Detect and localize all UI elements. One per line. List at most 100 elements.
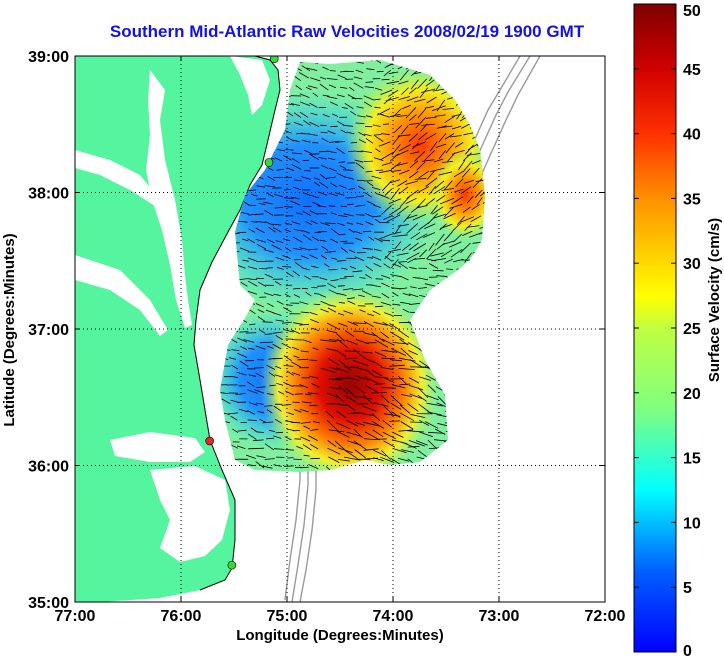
velocity-vector (319, 83, 329, 91)
velocity-vector (301, 401, 312, 404)
velocity-vector (328, 378, 343, 381)
velocity-vector (392, 448, 407, 454)
velocity-vector (382, 376, 395, 383)
velocity-vector (329, 182, 338, 188)
velocity-vector (286, 136, 295, 142)
velocity-vector (313, 177, 321, 181)
chesapeake-bay (146, 70, 192, 328)
velocity-vector (393, 263, 402, 268)
velocity-vector (327, 447, 341, 455)
velocity-vector (451, 125, 462, 130)
velocity-vector (352, 288, 364, 291)
colorbar-tick-label: 10 (683, 515, 701, 532)
velocity-vector (308, 248, 318, 251)
velocity-vector (355, 69, 364, 73)
velocity-vector (400, 347, 414, 360)
velocity-vector (267, 175, 276, 182)
velocity-vector (250, 427, 257, 432)
velocity-vector (340, 247, 349, 254)
velocity-vector (414, 151, 426, 162)
velocity-vector (264, 458, 275, 460)
velocity-vector (263, 249, 274, 253)
velocity-vector (248, 266, 258, 270)
velocity-vector (365, 265, 374, 272)
velocity-vector (336, 147, 345, 155)
velocity-vector (256, 431, 265, 433)
velocity-vector (371, 215, 382, 218)
velocity-vector (356, 106, 364, 109)
velocity-vector (254, 367, 264, 369)
velocity-vector (341, 267, 348, 270)
velocity-vector (326, 348, 338, 352)
velocity-vector (381, 205, 392, 215)
velocity-vector (425, 374, 436, 381)
velocity-vector (405, 214, 418, 220)
velocity-vector (336, 292, 347, 296)
velocity-vector (449, 203, 463, 209)
colorbar-tick-label: 20 (683, 386, 701, 403)
velocity-vector (293, 294, 300, 298)
velocity-vector (336, 367, 349, 374)
velocity-vector (338, 161, 346, 163)
velocity-vector (328, 289, 339, 295)
radar-station-marker (205, 436, 214, 446)
velocity-vector (345, 339, 358, 345)
velocity-vector (399, 338, 409, 346)
velocity-vector (419, 249, 427, 258)
velocity-vector (443, 180, 453, 191)
velocity-vector (442, 108, 455, 110)
velocity-vector (384, 255, 393, 262)
velocity-vector (378, 141, 391, 147)
velocity-vector (451, 196, 464, 205)
velocity-vector (405, 180, 419, 185)
velocity-vector (266, 238, 275, 244)
velocity-vector (443, 212, 456, 220)
velocity-vector (440, 197, 455, 205)
map-title: Southern Mid-Atlantic Raw Velocities 200… (109, 22, 585, 41)
velocity-vector (364, 192, 373, 198)
lower-bay-inlets (75, 255, 168, 336)
velocity-vector (305, 393, 312, 396)
velocity-vector (330, 279, 339, 282)
velocity-vector (363, 438, 376, 440)
velocity-vector (309, 312, 318, 316)
velocity-vector (309, 404, 318, 407)
velocity-vector (326, 419, 339, 432)
velocity-vector (256, 243, 267, 250)
velocity-vector (345, 403, 356, 411)
velocity-vector (271, 312, 282, 316)
coastline (193, 56, 281, 591)
velocity-vector (308, 133, 319, 136)
velocity-vector (309, 359, 318, 361)
velocity-vector (240, 281, 248, 287)
velocity-vector (264, 443, 275, 451)
velocity-vector (264, 333, 273, 335)
velocity-vector (348, 188, 356, 190)
velocity-vector (400, 195, 411, 207)
velocity-vector (311, 236, 320, 242)
velocity-vector (355, 195, 365, 198)
velocity-vector (238, 408, 249, 413)
velocity-vector (238, 220, 248, 223)
velocity-vector (283, 197, 294, 199)
velocity-vector (454, 142, 464, 148)
velocity-vector (453, 233, 462, 243)
velocity-vector (391, 258, 399, 268)
velocity-vector (378, 233, 392, 240)
velocity-vector (262, 465, 273, 469)
velocity-vector (299, 247, 310, 251)
velocity-vector (371, 369, 383, 377)
velocity-vector (418, 132, 428, 141)
velocity-vector (408, 440, 426, 447)
velocity-vector (290, 196, 300, 199)
velocity-vector (309, 254, 319, 260)
velocity-vector (417, 108, 427, 118)
velocity-vector (354, 422, 365, 426)
velocity-vector (362, 405, 377, 412)
velocity-vector (299, 111, 309, 118)
velocity-vector (374, 438, 387, 440)
velocity-vector (407, 445, 420, 448)
velocity-vector (304, 275, 311, 280)
velocity-vector (258, 329, 266, 334)
velocity-vector (427, 384, 437, 393)
